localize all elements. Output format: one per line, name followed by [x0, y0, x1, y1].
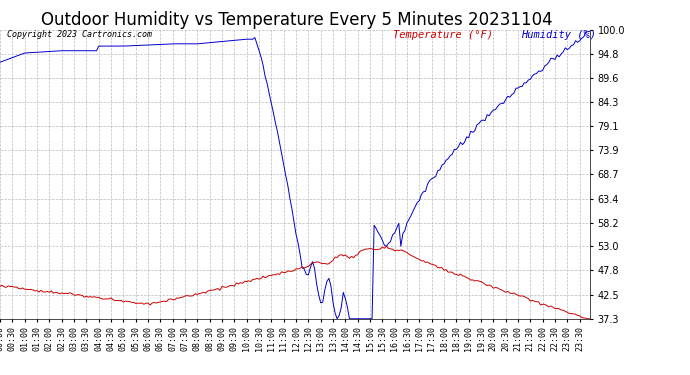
- Text: Outdoor Humidity vs Temperature Every 5 Minutes 20231104: Outdoor Humidity vs Temperature Every 5 …: [41, 11, 553, 29]
- Text: Temperature (°F): Temperature (°F): [393, 30, 493, 40]
- Text: Humidity (%): Humidity (%): [521, 30, 596, 40]
- Text: Copyright 2023 Cartronics.com: Copyright 2023 Cartronics.com: [7, 30, 152, 39]
